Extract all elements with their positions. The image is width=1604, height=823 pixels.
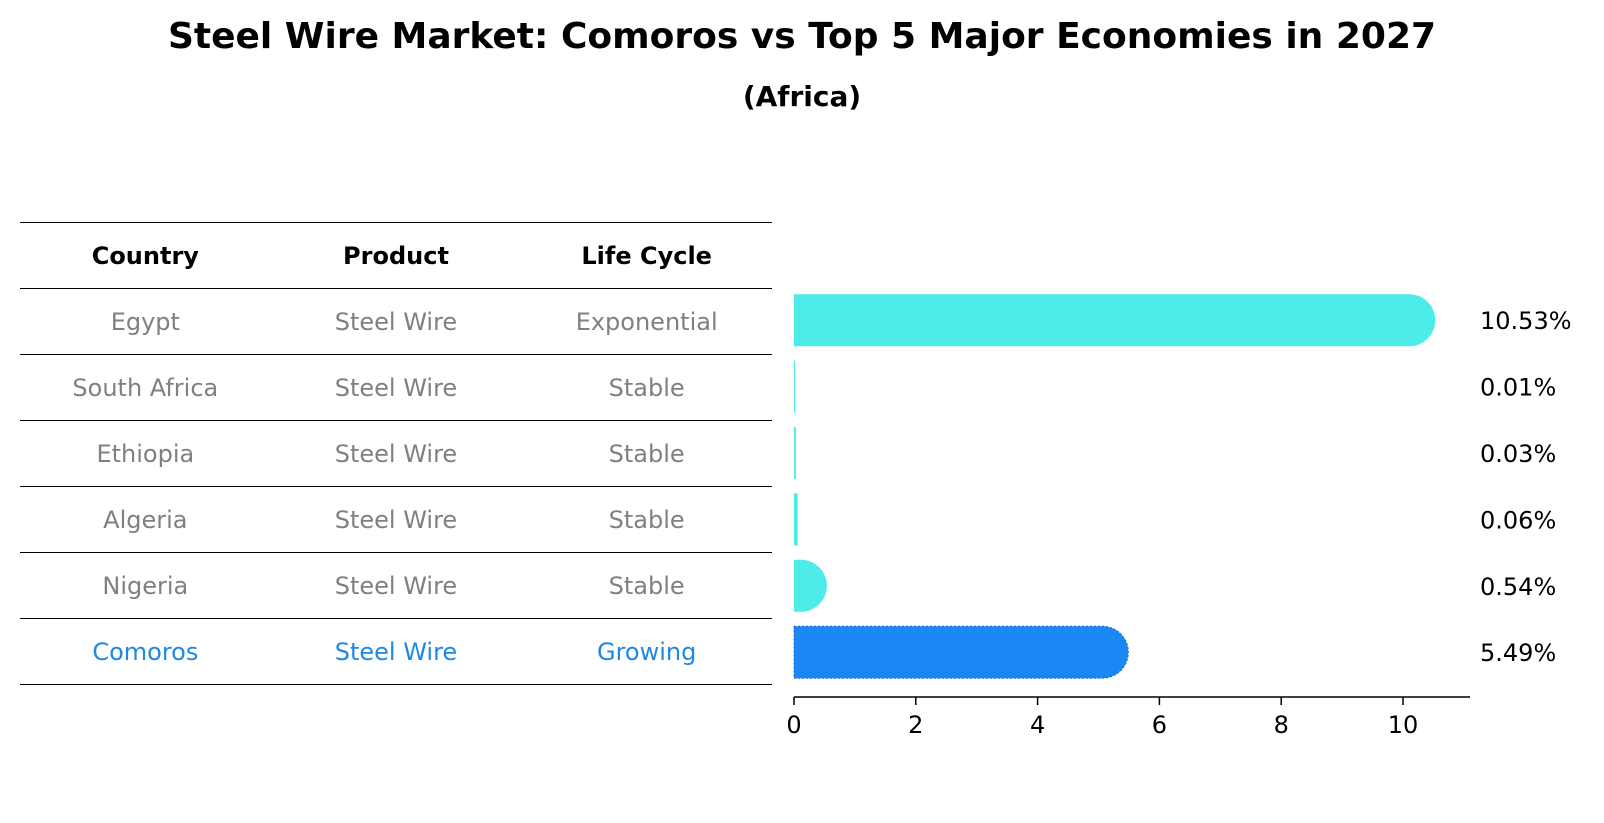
bar-comoros [793,625,1129,679]
table-row: Algeria Steel Wire Stable [20,486,772,553]
cell-country: South Africa [20,354,271,421]
bar-ethiopia [794,427,796,479]
cell-country: Egypt [20,288,271,355]
cell-product: Steel Wire [270,288,522,355]
chart-title: Steel Wire Market: Comoros vs Top 5 Majo… [167,16,1437,57]
cell-product: Steel Wire [270,354,522,421]
x-tick-label: 10 [1388,711,1419,739]
cell-life-cycle: Growing [521,618,772,685]
cell-product: Steel Wire [270,486,522,553]
cell-life-cycle: Stable [521,486,772,553]
bar-value-label: 0.06% [1480,506,1556,534]
cell-country: Comoros [20,618,271,685]
table-header-row: Country Product Life Cycle [20,222,772,289]
bar-algeria [794,493,798,546]
bar-value-label: 0.01% [1480,374,1556,402]
cell-life-cycle: Exponential [521,288,772,355]
bar-nigeria [794,559,827,612]
x-tick-label: 4 [1030,711,1045,739]
bar-value-label: 0.03% [1480,440,1556,468]
bar-value-label: 0.54% [1480,573,1556,601]
cell-product: Steel Wire [270,420,522,487]
bar-value-label: 5.49% [1480,639,1556,667]
cell-life-cycle: Stable [521,420,772,487]
table-row: Ethiopia Steel Wire Stable [20,420,772,487]
cell-product: Steel Wire [270,618,522,685]
x-tick-label: 2 [908,711,923,739]
header-life-cycle: Life Cycle [521,222,772,289]
cell-country: Nigeria [20,552,271,619]
table-row-highlight: Comoros Steel Wire Growing [20,618,772,685]
x-tick-label: 8 [1274,711,1289,739]
cell-country: Algeria [20,486,271,553]
chart-subtitle: (Africa) [742,80,862,113]
bar-south-africa [794,360,796,413]
table-row: South Africa Steel Wire Stable [20,354,772,421]
cell-life-cycle: Stable [521,552,772,619]
market-table: Country Product Life Cycle Egypt Steel W… [20,222,772,685]
header-product: Product [270,222,522,289]
table-row: Egypt Steel Wire Exponential [20,288,772,355]
bar-value-label: 10.53% [1480,307,1572,335]
bar-egypt [794,294,1436,347]
table-row: Nigeria Steel Wire Stable [20,552,772,619]
x-tick-label: 6 [1152,711,1167,739]
cell-life-cycle: Stable [521,354,772,421]
x-tick-label: 0 [786,711,801,739]
cell-country: Ethiopia [20,420,271,487]
header-country: Country [20,222,271,289]
cell-product: Steel Wire [270,552,522,619]
